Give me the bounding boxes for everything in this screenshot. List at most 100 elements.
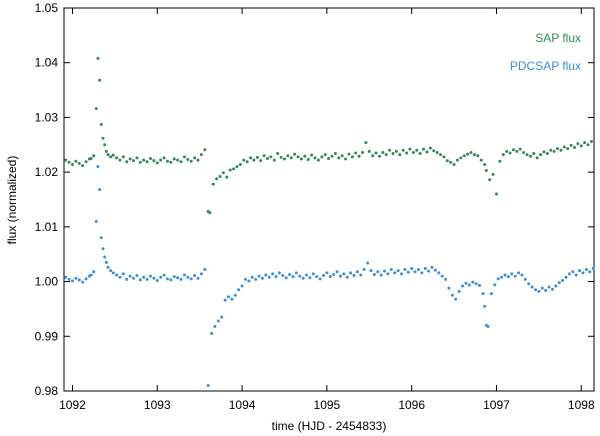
- data-point: [211, 182, 215, 186]
- data-point: [530, 285, 534, 289]
- data-point: [584, 268, 588, 272]
- data-point: [106, 265, 110, 269]
- data-point: [206, 384, 210, 388]
- data-point: [362, 268, 366, 272]
- data-point: [379, 273, 383, 277]
- data-point: [415, 148, 419, 152]
- data-point: [172, 275, 176, 279]
- data-point: [298, 274, 302, 278]
- data-point: [491, 172, 495, 176]
- data-point: [479, 158, 483, 162]
- data-point: [449, 160, 453, 164]
- data-point: [94, 219, 98, 223]
- legend: SAP flux PDCSAP flux: [510, 31, 581, 73]
- data-point: [216, 319, 220, 323]
- data-point: [84, 160, 88, 164]
- data-point: [169, 160, 173, 164]
- data-point: [556, 147, 560, 151]
- data-point: [296, 155, 300, 159]
- data-point: [64, 158, 68, 162]
- data-point: [249, 156, 253, 160]
- data-point: [225, 175, 229, 179]
- data-point: [286, 154, 290, 158]
- data-point: [403, 268, 407, 272]
- data-point: [92, 154, 96, 158]
- data-point: [344, 157, 348, 161]
- data-point: [573, 146, 576, 150]
- data-point: [589, 140, 593, 143]
- data-point: [437, 271, 441, 275]
- data-point: [517, 271, 521, 275]
- data-point: [478, 283, 482, 287]
- data-point: [354, 151, 358, 155]
- data-point: [342, 272, 346, 276]
- data-point: [128, 274, 132, 278]
- data-point: [578, 269, 582, 273]
- data-point: [447, 286, 451, 290]
- data-point: [276, 152, 280, 156]
- data-point: [152, 276, 156, 280]
- data-point: [571, 270, 575, 274]
- data-point: [320, 155, 324, 159]
- data-point: [109, 155, 113, 159]
- data-point: [381, 150, 385, 154]
- data-point: [400, 272, 403, 276]
- data-point: [221, 171, 225, 175]
- data-point: [488, 178, 492, 182]
- data-point: [408, 147, 412, 151]
- data-point: [520, 273, 524, 277]
- data-point: [233, 293, 237, 297]
- data-point: [545, 152, 549, 156]
- data-point: [532, 152, 536, 156]
- data-point: [125, 277, 129, 281]
- data-point: [539, 153, 543, 157]
- data-point: [203, 268, 207, 272]
- data-point: [430, 265, 434, 269]
- data-point: [442, 155, 446, 159]
- data-point: [111, 271, 115, 275]
- data-point: [89, 273, 93, 277]
- data-point: [240, 284, 244, 288]
- series-sap: [64, 56, 593, 215]
- data-point: [264, 273, 268, 277]
- data-point: [493, 283, 497, 287]
- data-point: [277, 271, 281, 275]
- data-point: [550, 287, 554, 291]
- data-point: [450, 293, 454, 297]
- data-point: [474, 282, 478, 286]
- data-point: [94, 107, 98, 111]
- data-point: [186, 158, 190, 162]
- axis-tick-labels: 1092 1093 1094 1095 1096 1097 1098 0.98 0.99 1.00…: [35, 1, 595, 412]
- data-point: [104, 260, 108, 264]
- y-tick-label: 1.00: [35, 275, 59, 289]
- data-point: [318, 277, 322, 281]
- y-tick-label: 1.04: [35, 56, 59, 70]
- data-point: [96, 165, 100, 169]
- y-tick-label: 1.02: [35, 165, 59, 179]
- data-point: [245, 160, 249, 164]
- data-point: [540, 286, 544, 290]
- data-point: [523, 277, 527, 281]
- data-point: [461, 284, 465, 288]
- data-point: [227, 295, 231, 299]
- data-point: [455, 158, 459, 162]
- data-point: [503, 273, 507, 277]
- data-point: [567, 272, 571, 276]
- data-point: [389, 268, 393, 272]
- data-point: [350, 155, 354, 159]
- data-point: [583, 141, 587, 145]
- data-point: [284, 276, 288, 280]
- data-point: [398, 153, 402, 157]
- data-point: [98, 78, 102, 82]
- data-point: [306, 158, 310, 162]
- data-point: [513, 274, 517, 278]
- data-point: [410, 266, 414, 270]
- data-point: [401, 148, 405, 152]
- series-pdcsap: [64, 165, 595, 388]
- data-point: [74, 159, 78, 163]
- data-point: [561, 278, 565, 282]
- data-point: [444, 277, 448, 281]
- data-point: [423, 266, 427, 270]
- data-point: [135, 156, 139, 160]
- data-point: [269, 155, 273, 159]
